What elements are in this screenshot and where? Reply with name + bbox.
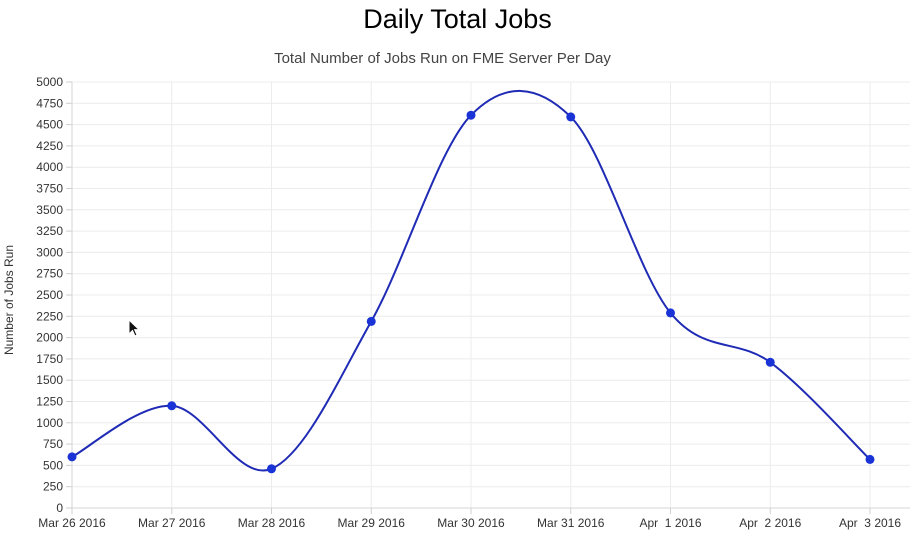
y-axis: 0 250 500 750 1000 1250 1500 1750 2000 2250 2500 27…: [36, 75, 73, 515]
x-tick-label: Mar 27 2016: [138, 516, 206, 530]
y-tick-label: 2000: [36, 331, 63, 345]
x-tick-label: Apr 2 2016: [739, 516, 801, 530]
x-tick-label: Mar 30 2016: [437, 516, 505, 530]
y-tick-label: 4000: [36, 160, 63, 174]
y-tick-label: 4250: [36, 139, 63, 153]
y-tick-label: 2250: [36, 309, 63, 323]
y-tick-label: 1250: [36, 395, 63, 409]
y-tick-label: 3500: [36, 203, 63, 217]
y-tick-label: 3000: [36, 245, 63, 259]
y-tick-label: 4500: [36, 118, 63, 132]
chart-subtitle: Total Number of Jobs Run on FME Server P…: [274, 50, 611, 67]
x-tick-label: Mar 31 2016: [537, 516, 605, 530]
y-tick-label: 4750: [36, 96, 63, 110]
data-point[interactable]: [67, 452, 77, 462]
x-tick-label: Mar 26 2016: [38, 516, 106, 530]
x-tick-label: Apr 3 2016: [839, 516, 901, 530]
series-points: [67, 110, 875, 474]
data-point[interactable]: [167, 401, 177, 411]
x-tick-label: Mar 29 2016: [338, 516, 406, 530]
y-tick-label: 250: [43, 480, 63, 494]
data-point[interactable]: [267, 464, 276, 474]
chart-title: Daily Total Jobs: [363, 4, 552, 34]
data-point[interactable]: [666, 308, 675, 318]
data-point[interactable]: [765, 357, 775, 367]
y-tick-label: 500: [43, 458, 63, 472]
y-axis-label: Number of Jobs Run: [2, 245, 16, 355]
y-tick-label: 0: [56, 501, 63, 515]
x-tick-label: Apr 1 2016: [639, 516, 701, 530]
y-tick-label: 2500: [36, 288, 63, 302]
grid: [71, 81, 910, 509]
y-tick-label: 3750: [36, 182, 63, 196]
y-tick-label: 1500: [36, 373, 63, 387]
y-tick-label: 3250: [36, 224, 63, 238]
data-point[interactable]: [466, 110, 476, 120]
data-point[interactable]: [566, 112, 576, 122]
x-tick-label: Mar 28 2016: [238, 516, 306, 530]
data-point[interactable]: [865, 454, 875, 464]
y-tick-label: 1000: [36, 416, 63, 430]
x-axis: Mar 26 2016 Mar 27 2016 Mar 28 2016 Mar 29 …: [38, 507, 910, 530]
y-tick-label: 5000: [36, 75, 63, 89]
y-tick-label: 750: [43, 437, 63, 451]
y-tick-label: 2750: [36, 267, 63, 281]
data-point[interactable]: [366, 316, 376, 326]
mouse-cursor-icon: [128, 319, 141, 337]
y-tick-label: 1750: [36, 352, 63, 366]
